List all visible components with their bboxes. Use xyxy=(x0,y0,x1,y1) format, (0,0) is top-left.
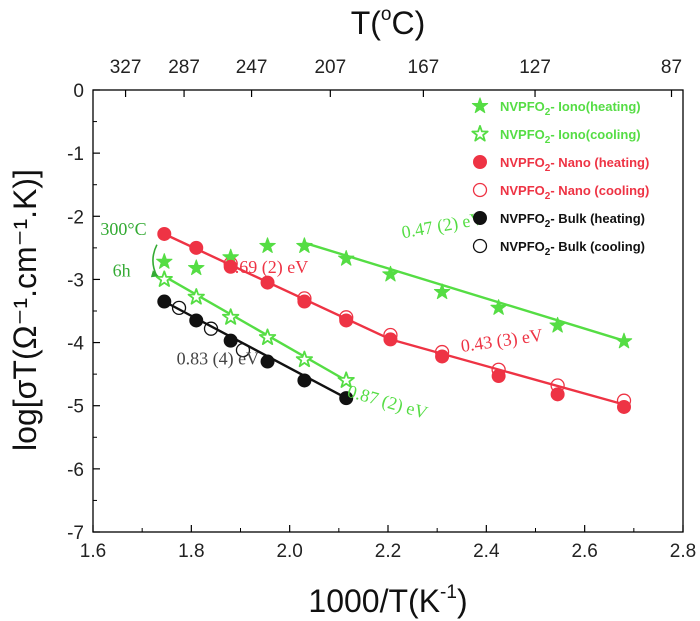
top-tick-label: 247 xyxy=(236,57,268,78)
legend-label: NVPFO2- Bulk (cooling) xyxy=(500,239,645,258)
data-point xyxy=(260,354,275,369)
axes-layer: 1.6 1.8 2.0 2.2 2.4 2.6 2.8 0 -1 -2 -3 -4 -5 -6 -7 327 2… xyxy=(67,57,696,562)
top-tick-label: 207 xyxy=(314,57,346,78)
data-point xyxy=(383,332,398,347)
legend-marker xyxy=(472,182,488,198)
data-point xyxy=(382,265,399,282)
data-point xyxy=(187,288,205,305)
data-point xyxy=(339,391,354,406)
data-point xyxy=(295,350,313,368)
annotation-label: 300°C xyxy=(100,219,146,239)
data-point xyxy=(297,294,312,309)
top-tick-label: 167 xyxy=(408,57,440,78)
x-tick-label: 1.8 xyxy=(178,541,204,562)
legend-marker xyxy=(473,211,487,225)
y-tick-label: -6 xyxy=(67,460,84,481)
data-point xyxy=(156,253,173,269)
fit-line xyxy=(304,241,625,342)
legend-label: NVPFO2- Nano (cooling) xyxy=(500,183,649,202)
y-tick-label: -5 xyxy=(67,397,84,418)
data-point xyxy=(259,237,276,253)
legend-marker xyxy=(473,155,487,169)
data-point xyxy=(433,283,451,300)
data-point xyxy=(337,371,355,388)
data-points-layer xyxy=(155,226,633,414)
fit-line xyxy=(390,338,625,406)
legend-marker xyxy=(471,97,489,114)
data-point xyxy=(490,299,507,315)
data-point xyxy=(260,275,275,290)
x-tick-label: 1.6 xyxy=(80,541,106,562)
data-point xyxy=(189,313,204,328)
annotation-label: 0.83 (4) eV xyxy=(177,349,259,370)
legend-label: NVPFO2- Iono(heating) xyxy=(500,99,641,118)
y-tick-label: -4 xyxy=(67,334,84,355)
data-point xyxy=(157,226,172,241)
x-tick-label: 2.0 xyxy=(276,541,302,562)
data-point xyxy=(235,342,251,358)
x-tick-label: 2.6 xyxy=(571,541,597,562)
annotation-label: 0.87 (2) eV xyxy=(345,381,430,424)
top-axis-title: T(oC) xyxy=(351,4,426,41)
x-tick-label: 2.2 xyxy=(375,541,401,562)
top-tick-label: 287 xyxy=(168,57,200,78)
y-axis-title: log[σT(Ω⁻¹.cm⁻¹.K)] xyxy=(7,169,43,451)
y-tick-label: -7 xyxy=(67,523,84,544)
y-tick-label: -3 xyxy=(67,270,84,291)
data-point xyxy=(189,240,204,255)
legend-marker xyxy=(472,238,488,254)
data-point xyxy=(617,399,631,414)
data-point xyxy=(188,259,205,276)
legend: NVPFO2- Iono(heating) NVPFO2- Iono(coolin… xyxy=(471,97,649,258)
data-point xyxy=(297,373,312,388)
data-point xyxy=(615,332,633,349)
y-tick-label: -1 xyxy=(67,144,84,165)
data-point xyxy=(435,349,450,364)
legend-label: NVPFO2- Bulk (heating) xyxy=(500,211,645,230)
data-point xyxy=(171,300,187,315)
annotation-label: 0.69 (2) eV xyxy=(226,257,308,278)
data-point xyxy=(222,308,240,325)
data-point xyxy=(157,294,172,309)
data-point xyxy=(549,316,566,333)
legend-marker xyxy=(471,125,489,142)
top-tick-label: 327 xyxy=(110,57,142,78)
arrow-head xyxy=(150,270,159,278)
data-point xyxy=(550,387,565,402)
top-tick-label: 87 xyxy=(661,57,682,78)
data-point xyxy=(491,369,506,384)
data-point xyxy=(155,270,173,287)
annotation-label: 6h xyxy=(113,260,131,280)
data-point xyxy=(203,321,219,336)
data-point xyxy=(339,313,354,328)
data-point xyxy=(258,328,277,345)
data-point xyxy=(338,250,355,266)
x-tick-label: 2.8 xyxy=(670,541,696,562)
data-point xyxy=(223,259,238,274)
x-tick-label: 2.4 xyxy=(473,541,500,562)
y-tick-label: 0 xyxy=(73,81,84,102)
legend-label: NVPFO2- Iono(cooling) xyxy=(500,127,641,146)
data-point xyxy=(223,333,238,348)
y-tick-label: -2 xyxy=(67,207,84,228)
data-point xyxy=(296,237,313,253)
annotation-label: 0.47 (2) eV xyxy=(400,208,485,243)
legend-label: NVPFO2- Nano (heating) xyxy=(500,155,649,174)
x-axis-title: 1000/T(K-1) xyxy=(308,582,467,619)
annotation-label: 0.43 (3) eV xyxy=(460,325,545,357)
top-tick-label: 127 xyxy=(519,57,551,78)
